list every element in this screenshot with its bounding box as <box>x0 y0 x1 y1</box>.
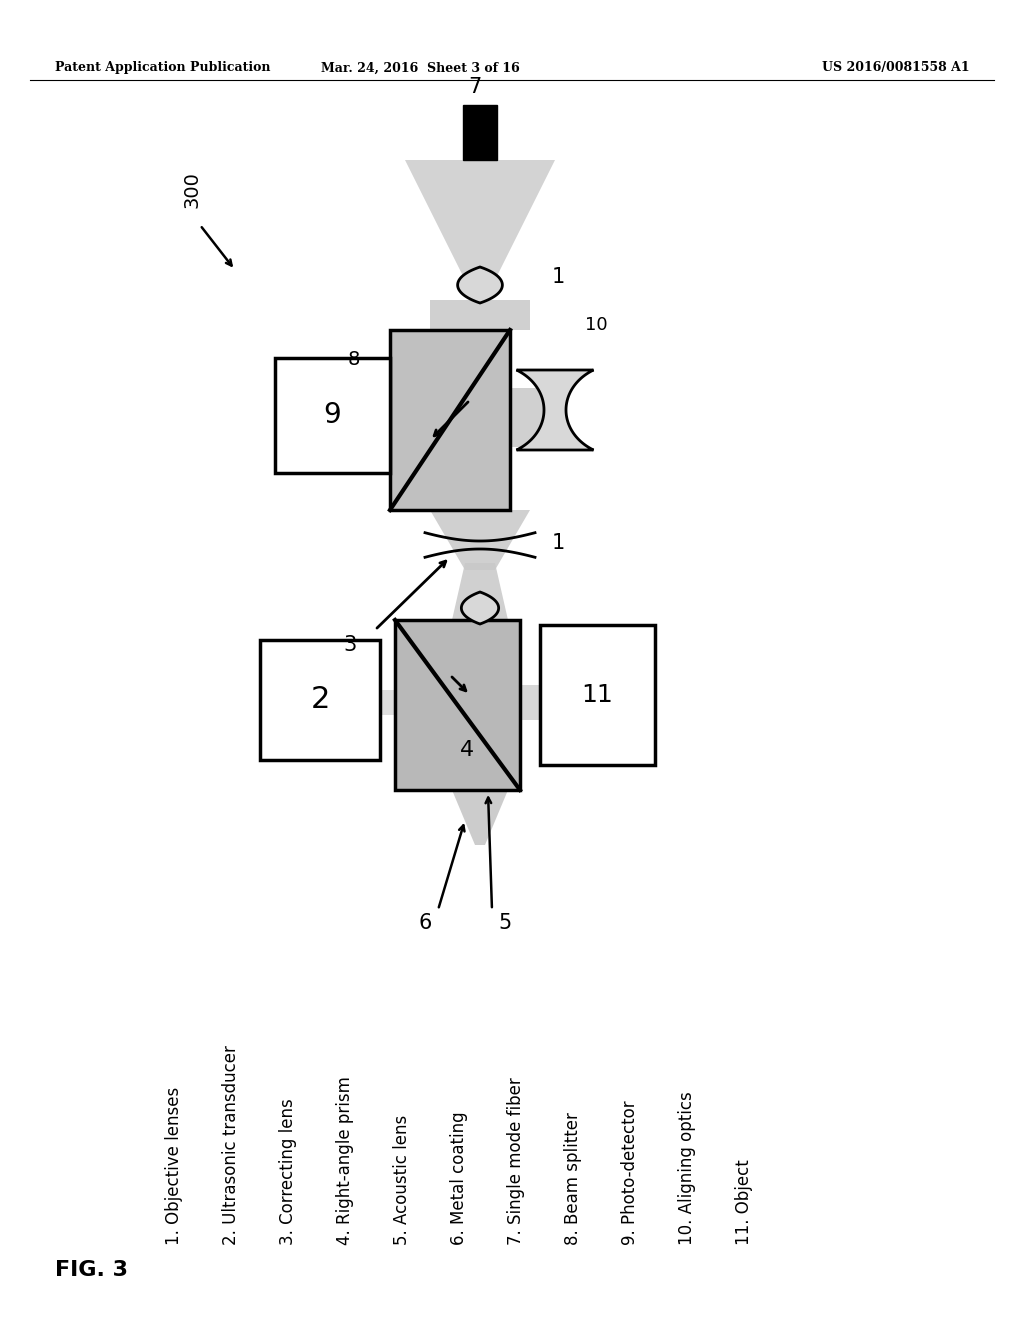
Text: 2: 2 <box>310 685 330 714</box>
Bar <box>390 330 510 510</box>
Bar <box>395 620 520 789</box>
Text: 10: 10 <box>585 315 607 334</box>
Text: 1: 1 <box>552 267 565 286</box>
Text: 11. Object: 11. Object <box>735 1159 753 1245</box>
Text: Patent Application Publication: Patent Application Publication <box>55 62 270 74</box>
Bar <box>260 640 380 760</box>
Text: 7: 7 <box>468 77 481 96</box>
Polygon shape <box>458 267 503 304</box>
Polygon shape <box>452 789 508 845</box>
Text: 3. Correcting lens: 3. Correcting lens <box>279 1098 297 1245</box>
Text: FIG. 3: FIG. 3 <box>55 1261 128 1280</box>
Polygon shape <box>430 510 530 570</box>
Text: 9: 9 <box>324 401 341 429</box>
Text: Mar. 24, 2016  Sheet 3 of 16: Mar. 24, 2016 Sheet 3 of 16 <box>321 62 519 74</box>
Bar <box>540 624 655 766</box>
Text: 7. Single mode fiber: 7. Single mode fiber <box>507 1077 525 1245</box>
Text: 3: 3 <box>343 635 356 655</box>
Text: 10. Aligning optics: 10. Aligning optics <box>678 1092 696 1245</box>
Text: 11: 11 <box>582 682 613 708</box>
Polygon shape <box>452 620 508 715</box>
Polygon shape <box>516 370 594 450</box>
Text: 9. Photo-detector: 9. Photo-detector <box>621 1101 639 1245</box>
Text: 4. Right-angle prism: 4. Right-angle prism <box>336 1076 354 1245</box>
Text: 5. Acoustic lens: 5. Acoustic lens <box>393 1115 411 1245</box>
Polygon shape <box>452 564 508 620</box>
Text: 6: 6 <box>419 913 432 933</box>
Text: 8. Beam splitter: 8. Beam splitter <box>564 1113 582 1245</box>
Text: 5: 5 <box>498 913 511 933</box>
Polygon shape <box>430 300 530 330</box>
Text: 8: 8 <box>347 350 360 370</box>
Polygon shape <box>520 685 590 719</box>
Polygon shape <box>510 388 545 447</box>
Text: 300: 300 <box>182 172 202 209</box>
Polygon shape <box>406 160 555 280</box>
Text: 6. Metal coating: 6. Metal coating <box>450 1111 468 1245</box>
Bar <box>275 358 390 473</box>
Text: 4: 4 <box>460 741 474 760</box>
Text: 1. Objective lenses: 1. Objective lenses <box>165 1086 183 1245</box>
Polygon shape <box>462 591 499 624</box>
Text: US 2016/0081558 A1: US 2016/0081558 A1 <box>822 62 970 74</box>
Polygon shape <box>365 690 395 715</box>
Text: 2. Ultrasonic transducer: 2. Ultrasonic transducer <box>222 1045 240 1245</box>
Bar <box>463 106 497 160</box>
Text: 1: 1 <box>552 533 565 553</box>
